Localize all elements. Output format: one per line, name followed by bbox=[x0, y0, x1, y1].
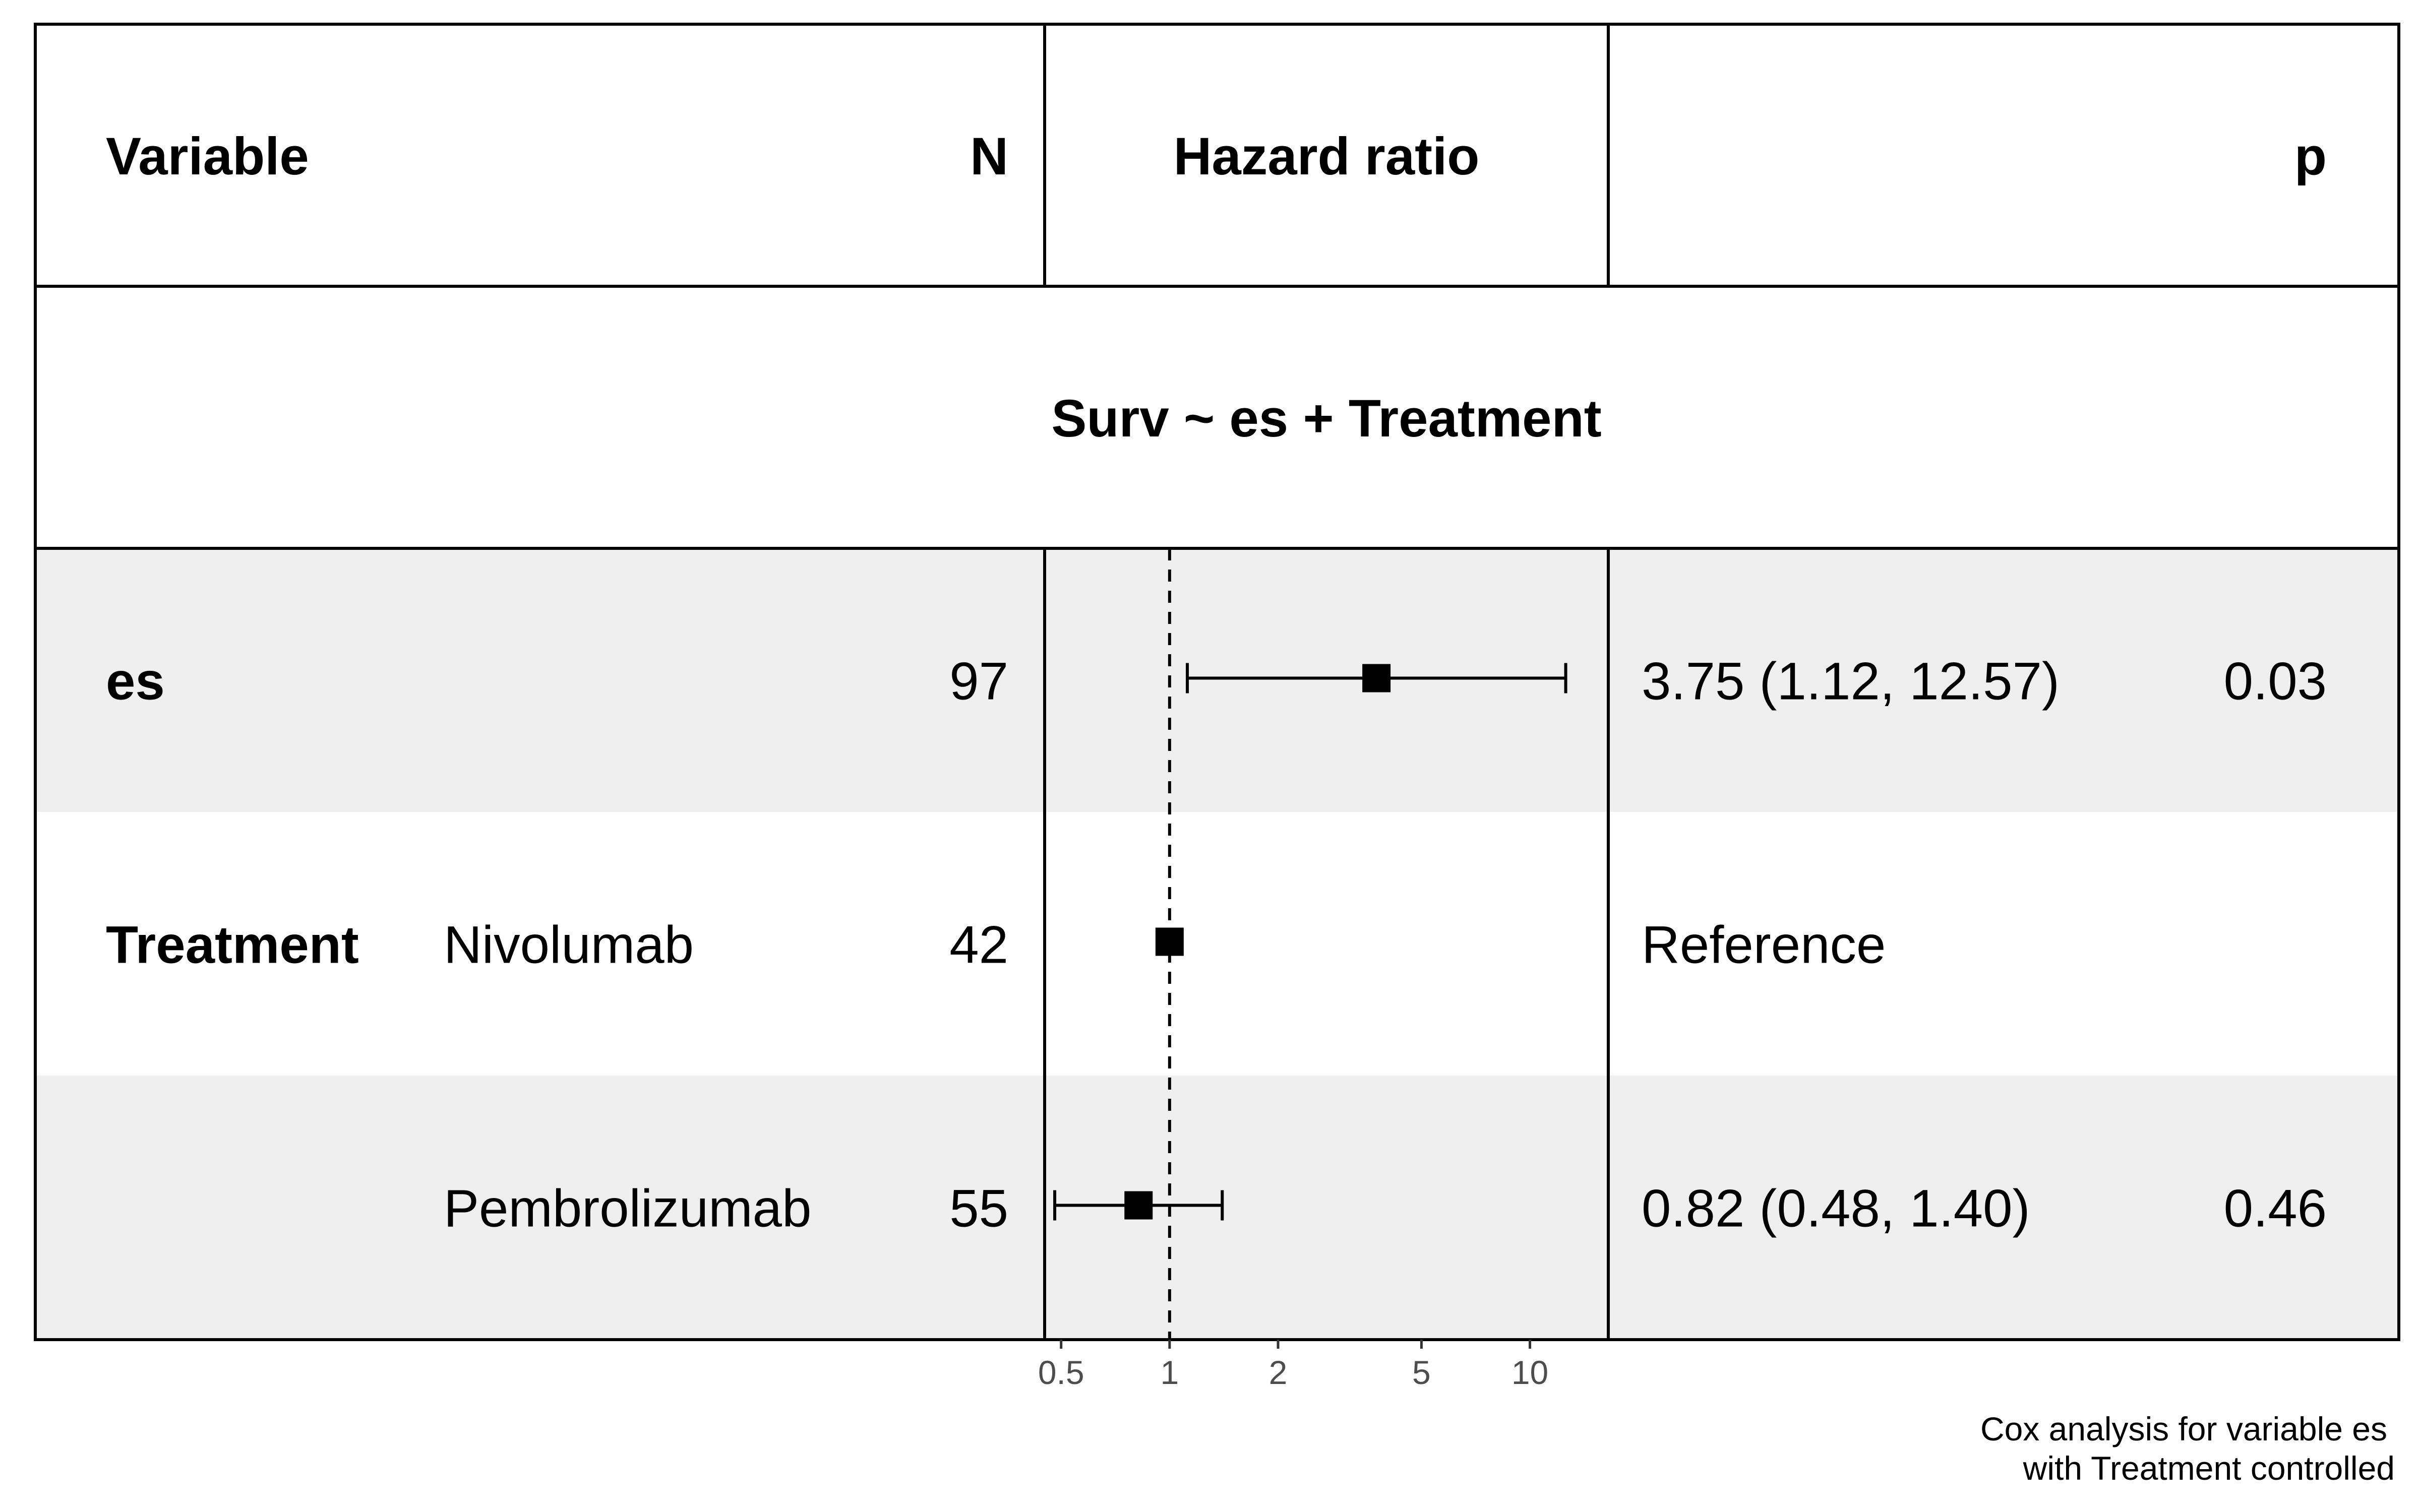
row-background bbox=[35, 548, 2399, 812]
row-estimate: 0.82 (0.48, 1.40) bbox=[1642, 1179, 2030, 1238]
caption-line-2: with Treatment controlled bbox=[2023, 1450, 2395, 1487]
header-variable: Variable bbox=[106, 127, 309, 186]
row-n: 55 bbox=[949, 1179, 1008, 1238]
row-level: Pembrolizumab bbox=[444, 1179, 811, 1238]
header-n: N bbox=[970, 127, 1008, 186]
row-variable: es bbox=[106, 652, 165, 711]
x-tick-label: 0.5 bbox=[1038, 1354, 1084, 1391]
row-n: 97 bbox=[949, 652, 1008, 711]
row-n: 42 bbox=[949, 916, 1008, 975]
model-formula: Surv ~ es + Treatment bbox=[1051, 389, 1601, 448]
hazard-ratio-marks bbox=[1053, 663, 1567, 1221]
row-p-value: 0.03 bbox=[2224, 652, 2327, 711]
table-border bbox=[34, 23, 2400, 1341]
x-tick-label: 2 bbox=[1269, 1354, 1288, 1391]
row-variable: Treatment bbox=[106, 916, 359, 975]
table-frame bbox=[34, 23, 2400, 1341]
hazard-ratio-point bbox=[1124, 1191, 1153, 1220]
x-tick-label: 1 bbox=[1160, 1354, 1179, 1391]
x-axis: 0.5 1 2 5 10 bbox=[1038, 1340, 1548, 1391]
hazard-ratio-point bbox=[1155, 927, 1184, 956]
row-background bbox=[35, 812, 2399, 1076]
header-p: p bbox=[2294, 127, 2327, 186]
row-estimate: Reference bbox=[1642, 916, 1886, 975]
caption-line-1: Cox analysis for variable es bbox=[1980, 1410, 2387, 1447]
header-hazard-ratio: Hazard ratio bbox=[1174, 127, 1480, 186]
row-level: Nivolumab bbox=[444, 916, 694, 975]
row-backgrounds bbox=[35, 548, 2399, 1339]
x-tick-label: 5 bbox=[1412, 1354, 1431, 1391]
table-rows: es 97 3.75 (1.12, 12.57) 0.03 Treatment Nivol… bbox=[106, 652, 2327, 1238]
row-background bbox=[35, 1076, 2399, 1339]
row-p-value: 0.46 bbox=[2224, 1179, 2327, 1238]
hazard-ratio-point bbox=[1362, 664, 1391, 692]
row-estimate: 3.75 (1.12, 12.57) bbox=[1642, 652, 2060, 711]
x-tick-label: 10 bbox=[1511, 1354, 1548, 1391]
